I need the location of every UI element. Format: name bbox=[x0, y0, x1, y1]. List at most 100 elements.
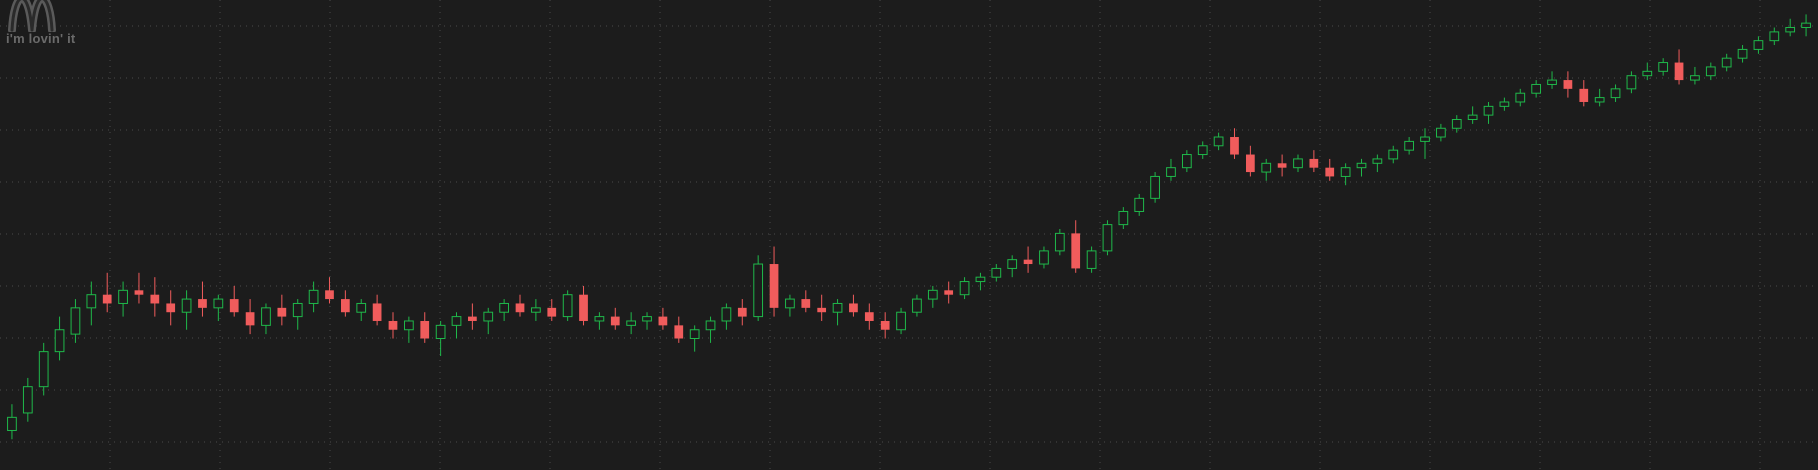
candle-body bbox=[70, 307, 81, 335]
candle-up bbox=[1372, 154, 1383, 173]
candle-down bbox=[1023, 246, 1033, 273]
candle-up bbox=[356, 299, 367, 321]
candle-body bbox=[1404, 140, 1414, 151]
candle-body bbox=[1642, 70, 1653, 77]
candle-up bbox=[1483, 101, 1494, 124]
candle-body bbox=[991, 267, 1002, 278]
candle-body bbox=[1071, 233, 1081, 269]
candle-body bbox=[166, 303, 176, 313]
candle-down bbox=[864, 303, 874, 330]
candle-up bbox=[1785, 18, 1796, 37]
candle-body bbox=[658, 316, 668, 326]
candle-up bbox=[626, 312, 637, 335]
candle-body bbox=[912, 298, 922, 313]
candle-down bbox=[944, 281, 954, 304]
candle-up bbox=[1610, 84, 1621, 102]
candle-up bbox=[1134, 193, 1145, 216]
candle-body bbox=[626, 320, 637, 326]
candle-body bbox=[1388, 149, 1399, 160]
candle-body bbox=[499, 302, 509, 313]
candle-body bbox=[1705, 66, 1716, 77]
candle-body bbox=[372, 303, 382, 321]
candle-up bbox=[594, 312, 605, 330]
candle-up bbox=[308, 281, 319, 313]
candle-body bbox=[1181, 154, 1192, 169]
candle-body bbox=[468, 316, 477, 321]
candle-body bbox=[404, 320, 414, 331]
candle-body bbox=[1737, 48, 1748, 59]
candle-body bbox=[356, 302, 367, 313]
candle-up bbox=[451, 312, 462, 339]
candle-down bbox=[277, 294, 287, 326]
candle-up bbox=[1737, 45, 1748, 63]
candle-down bbox=[372, 294, 382, 326]
candle-body bbox=[1753, 40, 1764, 50]
candle-body bbox=[1293, 158, 1303, 169]
candle-down bbox=[579, 285, 588, 326]
candle-down bbox=[134, 272, 144, 304]
candle-body bbox=[150, 294, 160, 304]
candle-body bbox=[880, 320, 890, 330]
candle-body bbox=[1261, 162, 1272, 173]
candle-body bbox=[927, 289, 938, 300]
candle-down bbox=[1230, 128, 1239, 159]
candle-body bbox=[721, 307, 732, 322]
candle-up bbox=[1404, 137, 1414, 155]
candle-up bbox=[1356, 158, 1367, 177]
candle-down bbox=[198, 281, 207, 317]
candle-up bbox=[1420, 128, 1430, 159]
candle-down bbox=[1674, 49, 1684, 85]
candle-up bbox=[1197, 141, 1208, 159]
candle-body bbox=[1467, 114, 1478, 121]
candle-body bbox=[1594, 97, 1605, 103]
candle-up bbox=[1721, 53, 1732, 72]
candle-body bbox=[213, 298, 224, 309]
candle-up bbox=[927, 285, 938, 308]
candle-up bbox=[1594, 88, 1605, 107]
candle-up bbox=[531, 299, 541, 321]
candle-body bbox=[1451, 119, 1462, 129]
candle-body bbox=[181, 298, 192, 313]
candle-body bbox=[1420, 136, 1430, 142]
candle-up bbox=[1531, 80, 1542, 98]
candle-up bbox=[1102, 220, 1113, 256]
candle-body bbox=[547, 307, 557, 317]
candle-up bbox=[1658, 58, 1669, 76]
candle-body bbox=[1372, 158, 1383, 164]
candle-body bbox=[1690, 75, 1700, 81]
candle-down bbox=[801, 290, 811, 313]
candle-up bbox=[1166, 158, 1176, 181]
candle-body bbox=[975, 276, 986, 283]
candle-body bbox=[54, 329, 65, 353]
candle-down bbox=[1309, 150, 1319, 173]
candle-body bbox=[483, 311, 494, 322]
candle-up bbox=[1467, 106, 1478, 124]
candle-body bbox=[1230, 137, 1239, 155]
candle-body bbox=[1325, 167, 1335, 177]
candle-body bbox=[22, 386, 33, 414]
candle-body bbox=[1563, 80, 1573, 89]
candle-down bbox=[817, 294, 827, 321]
candle-up bbox=[1150, 172, 1160, 203]
candle-down bbox=[102, 272, 112, 313]
candle-up bbox=[753, 255, 764, 321]
candle-body bbox=[340, 299, 350, 313]
candle-up bbox=[1388, 145, 1399, 164]
candle-up bbox=[642, 312, 652, 330]
candle-body bbox=[737, 307, 747, 317]
candle-down bbox=[1325, 158, 1335, 181]
candle-body bbox=[261, 307, 271, 326]
candle-up bbox=[1340, 163, 1351, 186]
candle-up bbox=[435, 320, 446, 357]
candle-up bbox=[705, 316, 716, 343]
candle-down bbox=[849, 294, 858, 317]
candle-down bbox=[1579, 80, 1589, 107]
candle-body bbox=[1213, 136, 1224, 147]
candle-up bbox=[896, 307, 906, 335]
candle-body bbox=[118, 289, 128, 304]
candle-up bbox=[1293, 154, 1303, 173]
candle-body bbox=[1515, 92, 1526, 103]
